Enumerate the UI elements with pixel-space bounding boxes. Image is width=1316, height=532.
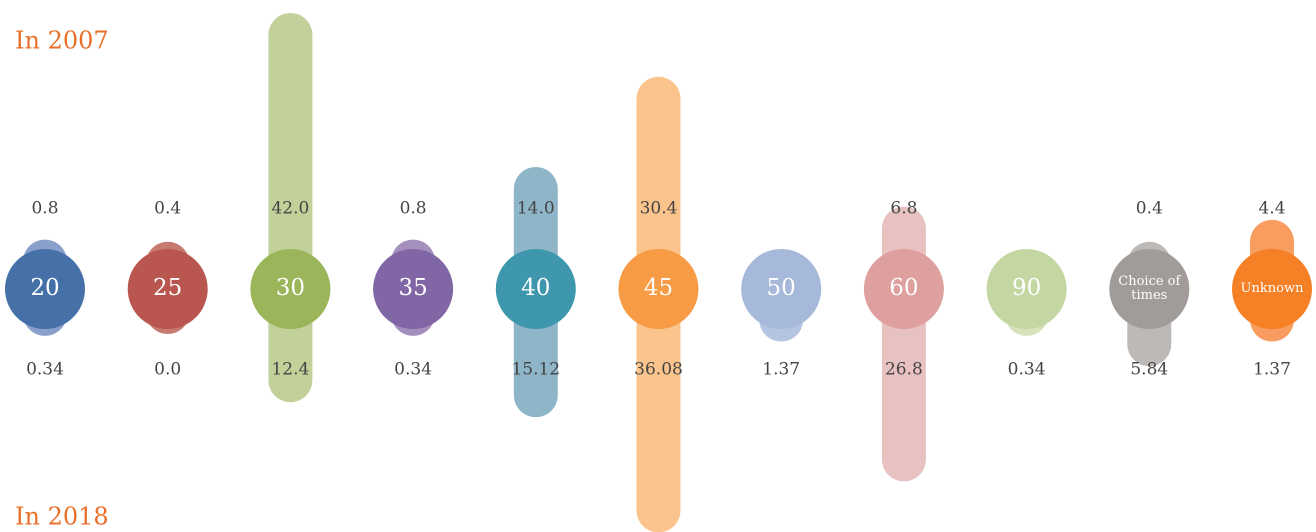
value-label: 0.0 <box>154 360 181 380</box>
value-label: 5.84 <box>1130 360 1168 380</box>
series-title: In 2018 <box>15 503 109 531</box>
category-circle <box>986 249 1067 329</box>
value-label: 0.4 <box>1136 199 1163 219</box>
value-label: 30.4 <box>640 199 678 219</box>
value-label: 0.34 <box>394 360 432 380</box>
category-label: 40 <box>521 275 551 302</box>
category-label: 30 <box>275 275 306 302</box>
value-label: 26.8 <box>885 360 923 380</box>
category-circle <box>250 249 331 329</box>
value-label: 14.0 <box>517 199 555 219</box>
value-label: 0.34 <box>26 360 64 380</box>
bar <box>636 76 681 289</box>
category-label: 50 <box>766 275 796 302</box>
value-label: 36.08 <box>634 360 683 380</box>
category-circle <box>618 249 699 329</box>
bar <box>636 289 681 532</box>
category-label: 45 <box>643 275 674 302</box>
category-circle <box>863 249 944 329</box>
category-label: 20 <box>30 275 60 302</box>
series-title: In 2007 <box>15 27 109 55</box>
category-label: 35 <box>398 275 428 302</box>
value-label: 0.34 <box>1008 360 1046 380</box>
value-label: 6.8 <box>890 199 917 219</box>
value-label: 0.4 <box>154 199 181 219</box>
category-circle <box>741 249 822 329</box>
value-label: 42.0 <box>271 199 309 219</box>
value-label: 12.4 <box>271 360 309 380</box>
value-label: 15.12 <box>511 360 560 380</box>
category-label: 90 <box>1011 275 1042 302</box>
category-label: 60 <box>889 275 919 302</box>
category-label: 25 <box>153 275 183 302</box>
value-label: 1.37 <box>1253 360 1291 380</box>
value-label: 4.4 <box>1258 199 1285 219</box>
category-circle <box>495 249 576 329</box>
category-circle <box>1109 249 1190 329</box>
value-label: 0.8 <box>400 199 427 219</box>
category-label: Choice of times <box>1118 273 1181 303</box>
bar <box>268 13 313 289</box>
category-circle <box>1232 249 1312 329</box>
category-circle <box>373 249 454 329</box>
bar <box>881 289 926 482</box>
category-circle <box>127 249 208 329</box>
category-circle <box>5 249 85 329</box>
value-label: 0.8 <box>31 199 58 219</box>
category-label: Unknown <box>1240 280 1304 296</box>
value-label: 1.37 <box>762 360 800 380</box>
